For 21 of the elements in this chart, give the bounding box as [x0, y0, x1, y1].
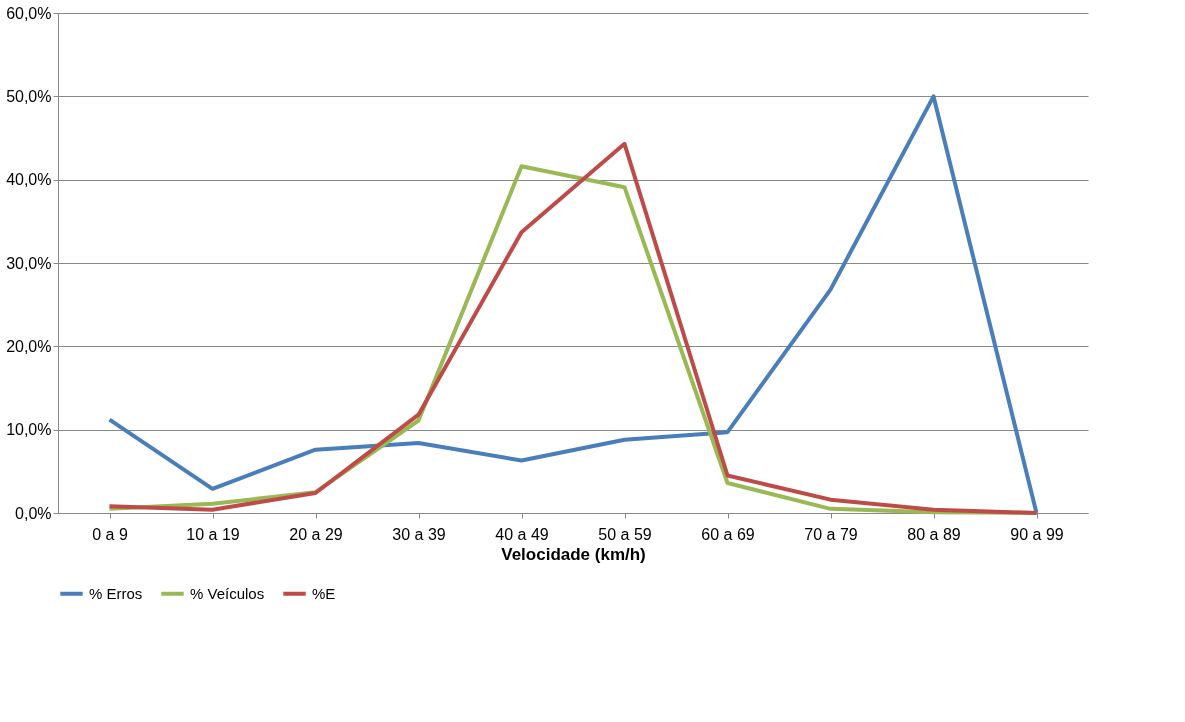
x-tick-label: 80 a 89 — [907, 525, 961, 543]
y-tick-label: 20,0% — [6, 337, 52, 355]
legend-label: % Erros — [89, 584, 143, 602]
x-tick-label: 60 a 69 — [701, 525, 755, 543]
y-tick-label: 60,0% — [6, 4, 52, 22]
y-tick-label: 10,0% — [6, 421, 52, 439]
legend-label: %E — [312, 584, 336, 602]
legend-label: % Veículos — [190, 584, 265, 602]
y-tick-label: 50,0% — [6, 87, 52, 105]
x-tick-label: 90 a 99 — [1010, 525, 1064, 543]
x-tick-label: 0 a 9 — [92, 525, 128, 543]
x-tick-label: 10 a 19 — [186, 525, 240, 543]
x-tick-label: 50 a 59 — [598, 525, 652, 543]
y-tick-label: 0,0% — [15, 504, 52, 522]
x-tick-label: 30 a 39 — [392, 525, 446, 543]
y-tick-label: 40,0% — [6, 171, 52, 189]
x-axis-title: Velocidade (km/h) — [501, 544, 646, 564]
x-tick-label: 20 a 29 — [289, 525, 343, 543]
x-tick-label: 70 a 79 — [804, 525, 858, 543]
y-tick-label: 30,0% — [6, 254, 52, 272]
x-tick-label: 40 a 49 — [495, 525, 549, 543]
